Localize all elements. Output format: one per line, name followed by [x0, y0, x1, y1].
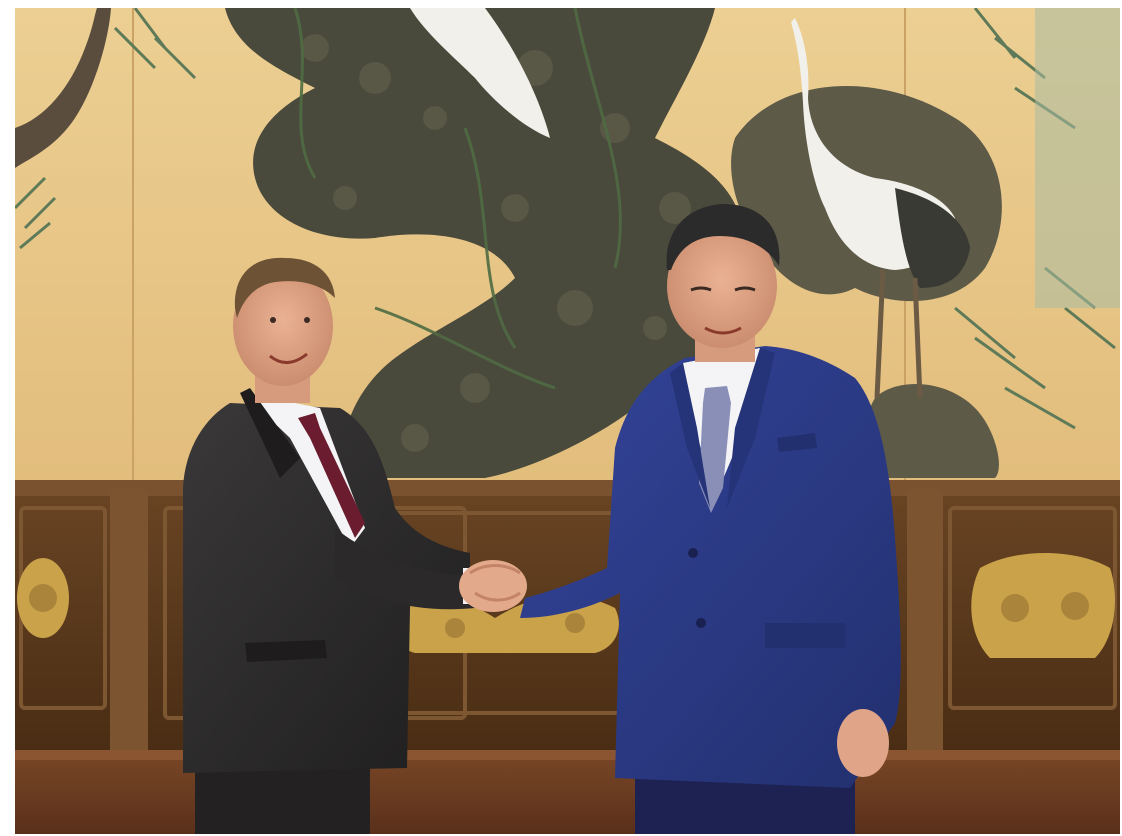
person-right — [520, 204, 901, 834]
person-right-breast-pocket — [777, 433, 817, 452]
mural-branch-left — [15, 8, 111, 168]
floor — [15, 750, 1120, 834]
person-right-face — [667, 224, 777, 348]
person-left-face — [233, 266, 333, 386]
person-left-smile — [269, 352, 308, 364]
mural-trunk-texture — [301, 34, 691, 452]
person-right-button — [696, 618, 706, 628]
mural-waterfall — [1035, 8, 1120, 308]
person-left-hair — [234, 257, 335, 318]
mural-crane-top — [410, 8, 550, 138]
mural-rock-lower — [862, 384, 999, 478]
person-right-tie — [699, 386, 731, 513]
wood-panel-top-rail — [15, 480, 1120, 496]
person-right-pocket — [765, 623, 845, 648]
person-left-lapel — [240, 388, 300, 478]
floor-edge — [15, 750, 1120, 760]
person-right-smile — [704, 326, 742, 335]
person-left-jacket — [183, 403, 470, 773]
mural-crane-right — [791, 18, 970, 399]
photo — [15, 8, 1120, 834]
mural-vines — [293, 8, 622, 390]
person-left — [183, 257, 477, 834]
wood-pillars — [110, 488, 943, 768]
person-right-lapel — [727, 348, 775, 508]
gold-ornament-right — [971, 553, 1115, 658]
person-right-lapel — [670, 363, 710, 508]
handshake — [459, 560, 527, 612]
person-right-jacket — [520, 346, 901, 788]
person-left-pocket — [245, 640, 327, 662]
photo-frame — [15, 8, 1120, 834]
person-right-eye — [734, 286, 756, 292]
person-left-eye — [270, 317, 276, 323]
person-right-hair — [666, 204, 780, 270]
person-left-tie — [298, 413, 365, 538]
person-left-eye — [304, 317, 310, 323]
mural-leaves-left — [15, 8, 197, 250]
person-left-trousers — [195, 763, 370, 834]
person-right-hand — [837, 709, 889, 777]
person-left-shirt — [243, 393, 365, 548]
person-right-eye — [690, 286, 712, 292]
person-right-button — [688, 548, 698, 558]
person-left-arm — [335, 528, 475, 610]
gold-ornament-left — [17, 558, 69, 638]
